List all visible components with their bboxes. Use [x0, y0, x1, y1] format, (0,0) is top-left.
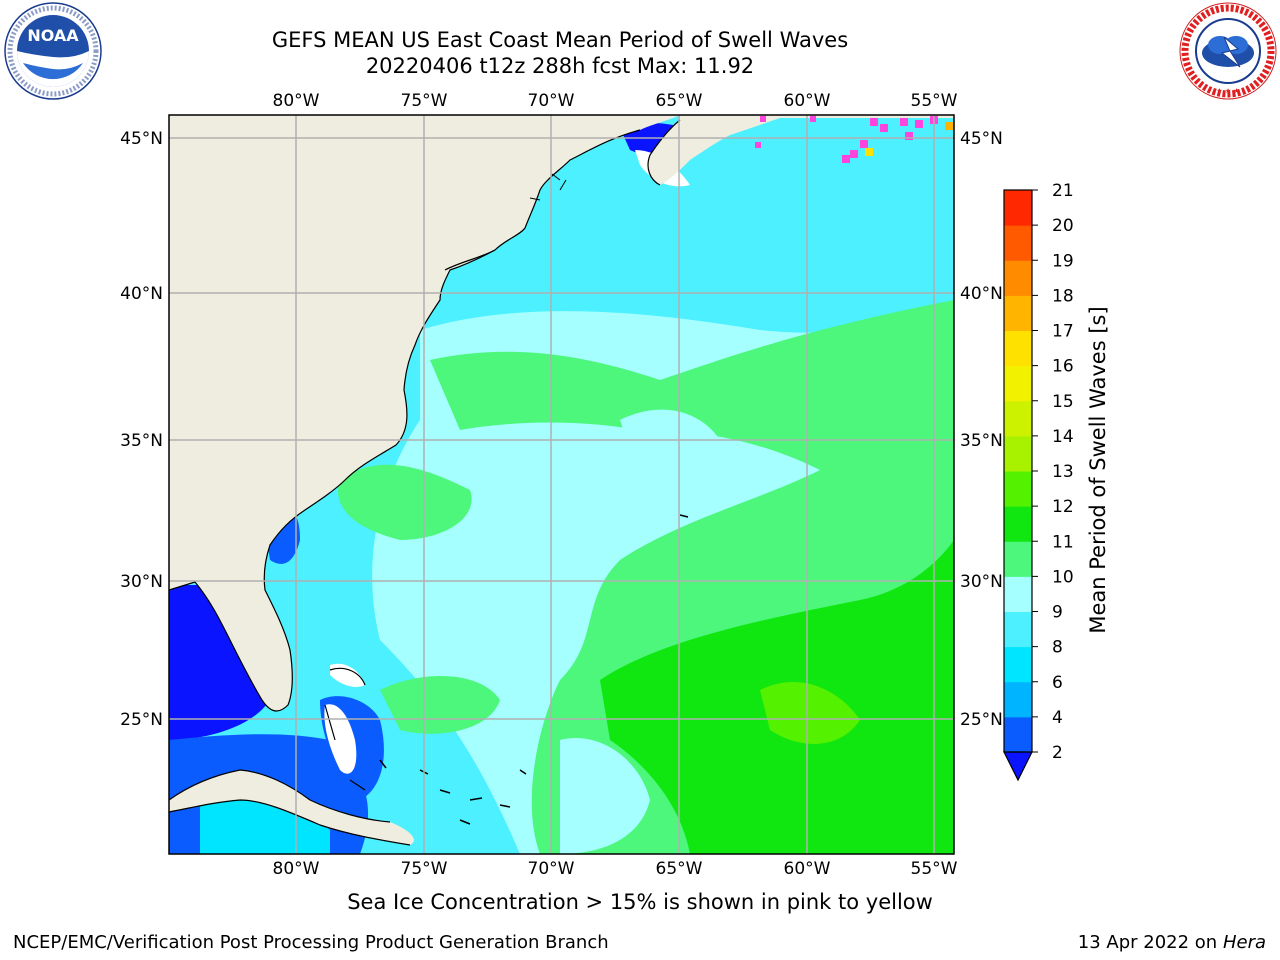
- lat-label: 45°N: [960, 129, 1003, 149]
- maritimes-land: [648, 115, 954, 185]
- lon-label: 65°W: [656, 91, 703, 111]
- map-title: GEFS MEAN US East Coast Mean Period of S…: [271, 28, 849, 52]
- lat-labels-left: 45°N 40°N 35°N 30°N 25°N: [120, 129, 163, 730]
- lon-label: 55°W: [911, 859, 958, 879]
- colorbar-level-label: 14: [1052, 427, 1074, 447]
- lat-label: 30°N: [120, 572, 163, 592]
- colorbar-segment: [1004, 260, 1032, 296]
- lat-label: 40°N: [120, 284, 163, 304]
- lon-labels-top: 80°W 75°W 70°W 65°W 60°W 55°W: [273, 91, 958, 111]
- colorbar-level-label: 21: [1052, 181, 1074, 201]
- lat-label: 45°N: [120, 129, 163, 149]
- colorbar-segment: [1004, 646, 1032, 683]
- colorbar-extend-arrow: [1003, 751, 1033, 782]
- lat-label: 30°N: [960, 572, 1003, 592]
- map-area: [169, 115, 954, 854]
- lon-label: 70°W: [528, 859, 575, 879]
- colorbar-segment: [1004, 330, 1032, 367]
- footer-date: 13 Apr 2022 on Hera: [1078, 932, 1266, 953]
- map-subtitle: 20220406 t12z 288h fcst Max: 11.92: [365, 54, 755, 78]
- lat-label: 25°N: [120, 710, 163, 730]
- colorbar-level-label: 12: [1052, 497, 1074, 517]
- lon-label: 70°W: [528, 91, 575, 111]
- colorbar-level-label: 19: [1052, 251, 1074, 271]
- graticule: [169, 115, 954, 854]
- colorbar-segment: [1004, 365, 1032, 402]
- colorbar-segment: [1004, 471, 1032, 507]
- colorbar-segment: [1004, 681, 1032, 718]
- lon-label: 55°W: [911, 91, 958, 111]
- map-frame: [168, 114, 955, 855]
- sea-ice-caption: Sea Ice Concentration > 15% is shown in …: [347, 890, 933, 914]
- colorbar-level-label: 13: [1052, 462, 1074, 482]
- lon-label: 65°W: [656, 859, 703, 879]
- lat-labels-right: 45°N 40°N 35°N 30°N 25°N: [960, 129, 1003, 730]
- cuba-land: [169, 770, 414, 845]
- lon-label: 75°W: [401, 859, 448, 879]
- colorbar-segment: [1004, 576, 1032, 612]
- lon-label: 60°W: [784, 91, 831, 111]
- colorbar-level-label: 11: [1052, 532, 1074, 552]
- lat-label: 40°N: [960, 284, 1003, 304]
- colorbar-segment: [1004, 611, 1032, 648]
- colorbar-level-label: 9: [1052, 603, 1063, 623]
- nws-logo-icon: ★ ★ ★: [1179, 2, 1277, 100]
- colorbar-segment: [1004, 400, 1032, 437]
- colorbar-level-label: 6: [1052, 673, 1063, 693]
- lat-label: 35°N: [960, 431, 1003, 451]
- lon-label: 80°W: [273, 91, 320, 111]
- footer-credit: NCEP/EMC/Verification Post Processing Pr…: [13, 932, 609, 953]
- lat-label: 25°N: [960, 710, 1003, 730]
- colorbar-segment: [1004, 716, 1032, 753]
- colorbar-label: Mean Period of Swell Waves [s]: [1086, 306, 1110, 634]
- colorbar-segment: [1004, 435, 1032, 472]
- colorbar-level-label: 10: [1052, 567, 1074, 587]
- colorbar-level-label: 15: [1052, 392, 1074, 412]
- colorbar: 2 4 6 8 9 10 11 12 13 14 15 16 17 18 19 20 21: [1003, 181, 1074, 782]
- colorbar-level-label: 2: [1052, 743, 1063, 763]
- colorbar-level-label: 18: [1052, 286, 1074, 306]
- colorbar-level-label: 8: [1052, 638, 1063, 658]
- colorbar-segment: [1004, 295, 1032, 331]
- lon-label: 75°W: [401, 91, 448, 111]
- noaa-logo-icon: NOAA: [4, 2, 102, 100]
- noaa-logo-text: NOAA: [27, 26, 79, 45]
- colorbar-segment: [1004, 225, 1032, 261]
- svg-text:★ ★ ★: ★ ★ ★: [1216, 87, 1239, 95]
- footer-date-text: 13 Apr 2022 on: [1077, 932, 1223, 953]
- colorbar-level-label: 20: [1052, 216, 1074, 236]
- lon-labels-bottom: 80°W 75°W 70°W 65°W 60°W 55°W: [273, 859, 958, 879]
- colorbar-segment: [1004, 506, 1032, 542]
- colorbar-level-label: 17: [1052, 322, 1074, 342]
- lat-label: 35°N: [120, 431, 163, 451]
- colorbar-segment: [1004, 190, 1032, 226]
- footer-host: Hera: [1222, 932, 1266, 953]
- colorbar-level-label: 16: [1052, 357, 1074, 377]
- lon-label: 60°W: [784, 859, 831, 879]
- lon-label: 80°W: [273, 859, 320, 879]
- colorbar-segment: [1004, 541, 1032, 577]
- colorbar-level-label: 4: [1052, 708, 1063, 728]
